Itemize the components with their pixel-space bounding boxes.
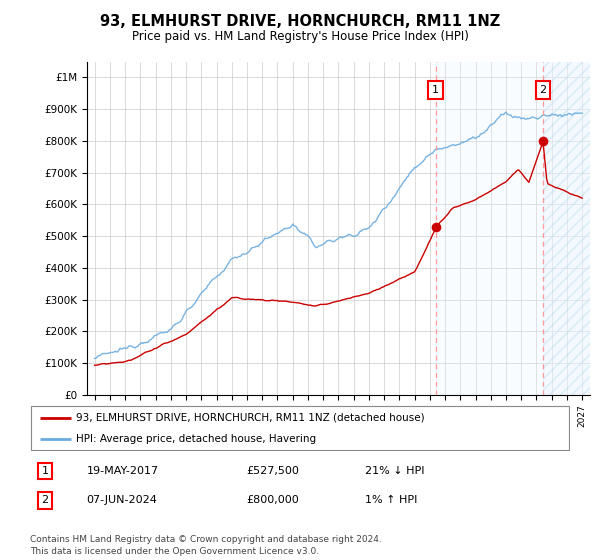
Bar	[436, 62, 543, 395]
Text: 93, ELMHURST DRIVE, HORNCHURCH, RM11 1NZ: 93, ELMHURST DRIVE, HORNCHURCH, RM11 1NZ	[100, 14, 500, 29]
Text: 1: 1	[432, 85, 439, 95]
Bar	[543, 62, 590, 395]
FancyBboxPatch shape	[31, 406, 569, 450]
Text: Price paid vs. HM Land Registry's House Price Index (HPI): Price paid vs. HM Land Registry's House …	[131, 30, 469, 43]
Text: £527,500: £527,500	[246, 466, 299, 476]
Text: 21% ↓ HPI: 21% ↓ HPI	[365, 466, 424, 476]
Text: 1: 1	[41, 466, 49, 476]
Text: 1% ↑ HPI: 1% ↑ HPI	[365, 496, 417, 506]
Text: 07-JUN-2024: 07-JUN-2024	[86, 496, 158, 506]
Text: 2: 2	[539, 85, 547, 95]
Text: 93, ELMHURST DRIVE, HORNCHURCH, RM11 1NZ (detached house): 93, ELMHURST DRIVE, HORNCHURCH, RM11 1NZ…	[76, 413, 425, 423]
Text: £800,000: £800,000	[246, 496, 299, 506]
Text: 19-MAY-2017: 19-MAY-2017	[86, 466, 159, 476]
Text: Contains HM Land Registry data © Crown copyright and database right 2024.
This d: Contains HM Land Registry data © Crown c…	[30, 535, 382, 556]
Text: 2: 2	[41, 496, 49, 506]
Text: HPI: Average price, detached house, Havering: HPI: Average price, detached house, Have…	[76, 434, 316, 444]
